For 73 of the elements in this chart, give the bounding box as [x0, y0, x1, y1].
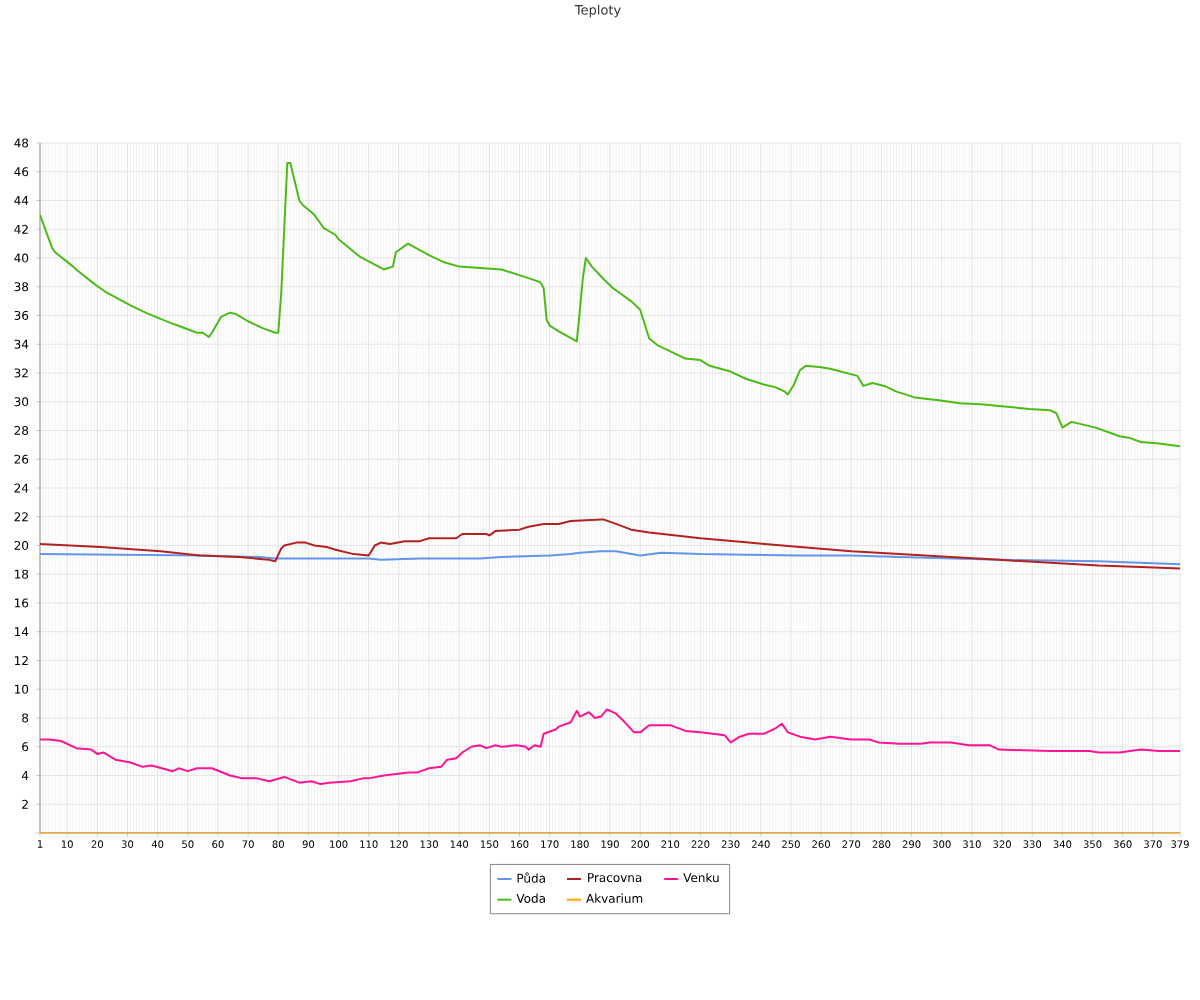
x-tick-label: 270: [842, 840, 861, 848]
y-tick-label: 48: [14, 138, 29, 148]
x-tick-label: 350: [1083, 840, 1102, 848]
x-tick-label: 290: [902, 840, 921, 848]
x-tick-label: 80: [272, 840, 284, 848]
x-tick-label: 320: [993, 840, 1011, 848]
x-tick-label: 360: [1113, 840, 1132, 848]
y-tick-label: 36: [14, 310, 29, 321]
legend-label: Akvarium: [586, 893, 643, 903]
y-tick-label: 4: [21, 771, 29, 780]
x-tick-label: 210: [661, 840, 680, 848]
line-series: [40, 550, 1180, 566]
x-tick-label: 130: [420, 840, 438, 848]
legend-label: Voda: [516, 893, 545, 903]
legend-label: Venku: [683, 872, 719, 883]
x-tick-label: 370: [1144, 840, 1162, 848]
x-tick-label: 379: [1171, 840, 1189, 848]
x-tick-label: 300: [932, 840, 951, 848]
y-tick-label: 32: [14, 368, 28, 378]
line-series: [40, 518, 1180, 570]
x-tick-label: 180: [571, 840, 589, 848]
x-tick-label: 340: [1053, 840, 1072, 848]
x-tick-label: 50: [182, 840, 194, 848]
y-tick-label: 46: [14, 167, 29, 177]
line-series: [40, 708, 1180, 786]
y-tick-label: 28: [14, 425, 29, 436]
y-tick-label: 30: [14, 397, 29, 407]
y-tick-label: 8: [22, 713, 29, 723]
y-tick-label: 40: [14, 253, 29, 263]
y-tick-label: 18: [14, 569, 29, 579]
x-tick-label: 70: [242, 840, 254, 848]
x-tick-label: 1: [37, 840, 43, 848]
x-tick-label: 20: [91, 840, 104, 848]
y-tick-label: 20: [14, 540, 29, 551]
x-tick-label: 120: [390, 840, 408, 848]
x-tick-label: 330: [1023, 840, 1042, 848]
y-tick-label: 42: [14, 224, 28, 234]
x-tick-label: 150: [480, 840, 499, 848]
legend-label: Půda: [517, 872, 545, 883]
chart-title: Teploty: [574, 4, 621, 18]
y-tick-label: 22: [14, 512, 28, 522]
y-tick-label: 14: [14, 627, 29, 637]
y-tick-label: 44: [14, 196, 29, 205]
y-tick-label: 12: [14, 656, 28, 665]
x-tick-label: 310: [963, 840, 981, 848]
x-tick-label: 170: [541, 840, 559, 848]
x-tick-label: 200: [631, 840, 650, 848]
x-tick-label: 140: [450, 840, 469, 848]
y-tick-label: 26: [14, 454, 29, 464]
x-tick-label: 230: [721, 840, 740, 848]
x-tick-label: 110: [360, 840, 378, 848]
x-tick-label: 190: [601, 840, 619, 848]
x-tick-label: 160: [511, 840, 529, 848]
x-tick-label: 90: [302, 840, 315, 848]
x-tick-label: 250: [782, 840, 800, 848]
x-tick-label: 100: [330, 840, 348, 848]
x-tick-label: 260: [812, 840, 830, 848]
y-tick-label: 38: [14, 282, 29, 292]
y-tick-label: 24: [14, 483, 29, 493]
x-tick-label: 40: [151, 840, 164, 848]
legend-label: Pracovna: [588, 873, 642, 883]
x-tick-label: 30: [121, 840, 134, 848]
y-tick-label: 16: [14, 598, 29, 608]
y-tick-label: 34: [14, 339, 29, 349]
x-tick-label: 280: [872, 840, 891, 848]
x-tick-label: 240: [751, 840, 770, 848]
y-tick-label: 6: [22, 742, 29, 752]
x-tick-label: 60: [212, 840, 224, 848]
y-tick-label: 2: [22, 799, 28, 809]
y-tick-label: 10: [14, 684, 29, 694]
x-tick-label: 10: [61, 840, 73, 848]
line-series: [40, 162, 1180, 448]
x-tick-label: 220: [691, 840, 710, 848]
